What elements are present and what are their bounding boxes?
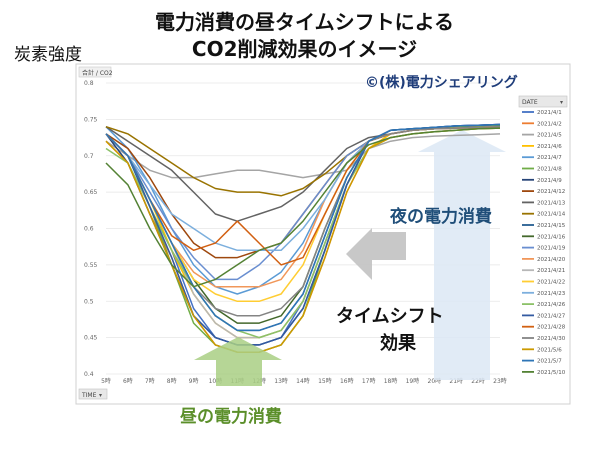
y-tick-label: 0.7	[84, 153, 94, 160]
legend-entry: 2021/4/13	[537, 200, 566, 206]
day-consumption-label: 昼の電力消費	[180, 407, 282, 427]
legend-entry: 2021/4/14	[537, 212, 566, 218]
annotation-arrows-front	[194, 228, 406, 386]
x-tick-label: 6時	[123, 377, 133, 385]
legend-entry: 2021/4/21	[537, 268, 565, 274]
legend-entry: 2021/4/15	[537, 223, 566, 229]
time-shift-effect-label: 効果	[380, 333, 416, 354]
night-arrow	[418, 130, 506, 380]
x-tick-label: 8時	[167, 377, 177, 385]
x-tick-label: 13時	[274, 377, 288, 385]
legend-entry: 2021/4/20	[537, 257, 566, 263]
day-arrow	[194, 337, 282, 386]
x-tick-label: 20時	[428, 377, 442, 385]
credit-label: ©(株)電力シェアリング	[365, 75, 518, 91]
axis-title: 合計 / CO2	[82, 69, 113, 77]
series-line	[105, 133, 501, 179]
y-tick-label: 0.45	[84, 335, 98, 342]
x-tick-label: 22時	[471, 377, 485, 385]
legend-entry: 2021/4/7	[537, 155, 562, 161]
legend-entry: 2021/5/6	[537, 347, 562, 353]
time-shift-label: タイムシフト	[336, 306, 444, 327]
legend-entry: 2021/4/27	[537, 313, 566, 319]
series-line	[105, 127, 501, 288]
night-consumption-label: 夜の電力消費	[390, 207, 492, 227]
legend-title-box	[518, 95, 568, 108]
legend-entry: 2021/5/7	[537, 359, 562, 365]
legend-entry: 2021/4/2	[537, 121, 562, 127]
legend-entry: 2021/4/16	[537, 234, 566, 240]
x-tick-label: 15時	[318, 377, 332, 385]
x-tick-label: 19時	[406, 377, 420, 385]
x-tick-label: 5時	[101, 377, 111, 385]
x-field-dropdown-icon: ▾	[99, 392, 102, 399]
legend-entry: 2021/4/1	[537, 110, 562, 116]
legend-entry: 2021/4/12	[537, 189, 565, 195]
y-tick-label: 0.5	[84, 298, 94, 305]
y-tick-label: 0.55	[84, 262, 98, 269]
chart-subtitle: CO2削減効果のイメージ	[191, 37, 418, 61]
x-tick-label: 9時	[189, 377, 199, 385]
y-tick-label: 0.4	[84, 371, 94, 378]
x-tick-label: 14時	[296, 377, 310, 385]
legend-entry: 2021/4/30	[537, 336, 566, 342]
x-tick-label: 21時	[449, 377, 463, 385]
legend: DATE ▾	[518, 95, 568, 108]
y-tick-label: 0.6	[84, 226, 94, 233]
series-line	[105, 123, 501, 332]
legend-dropdown-icon: ▾	[560, 99, 563, 106]
legend-entry: 2021/5/10	[537, 370, 566, 376]
y-tick-label: 0.8	[84, 80, 94, 87]
y-tick-labels: 0.4 0.45 0.5 0.55 0.6 0.65 0.7 0.75 0.8	[84, 80, 98, 378]
legend-entry: 2021/4/9	[537, 178, 562, 184]
x-tick-label: 10時	[209, 377, 223, 385]
axis-title-box	[78, 66, 112, 78]
legend-entry: 2021/4/28	[537, 325, 566, 331]
legend-entry: 2021/4/22	[537, 280, 565, 286]
series-lines	[105, 123, 501, 353]
legend-items: 2021/4/1 2021/4/2 2021/4/5 2021/4/6 2021/4/7…	[522, 110, 566, 376]
legend-entry: 2021/4/8	[537, 167, 562, 173]
annotation-arrows-back	[418, 130, 506, 380]
y-axis-label: 炭素強度	[14, 45, 82, 65]
legend-title: DATE	[522, 99, 538, 106]
x-field-button-label: TIME	[81, 392, 97, 399]
legend-entry: 2021/4/6	[537, 144, 562, 150]
y-tick-label: 0.65	[84, 189, 98, 196]
legend-entry: 2021/4/26	[537, 302, 566, 308]
x-tick-label: 18時	[384, 377, 398, 385]
x-tick-label: 7時	[145, 377, 155, 385]
legend-entry: 2021/4/23	[537, 291, 566, 297]
x-tick-label: 23時	[493, 377, 507, 385]
chart-title: 電力消費の昼タイムシフトによる	[155, 10, 454, 34]
shift-arrow	[346, 228, 406, 280]
legend-entry: 2021/4/5	[537, 133, 562, 139]
x-field-button-box	[78, 388, 108, 400]
x-field-button: TIME ▾	[78, 388, 108, 400]
x-tick-label: 16時	[340, 377, 354, 385]
legend-entry: 2021/4/19	[537, 246, 566, 252]
x-tick-label: 17時	[362, 377, 376, 385]
y-tick-label: 0.75	[84, 116, 98, 123]
